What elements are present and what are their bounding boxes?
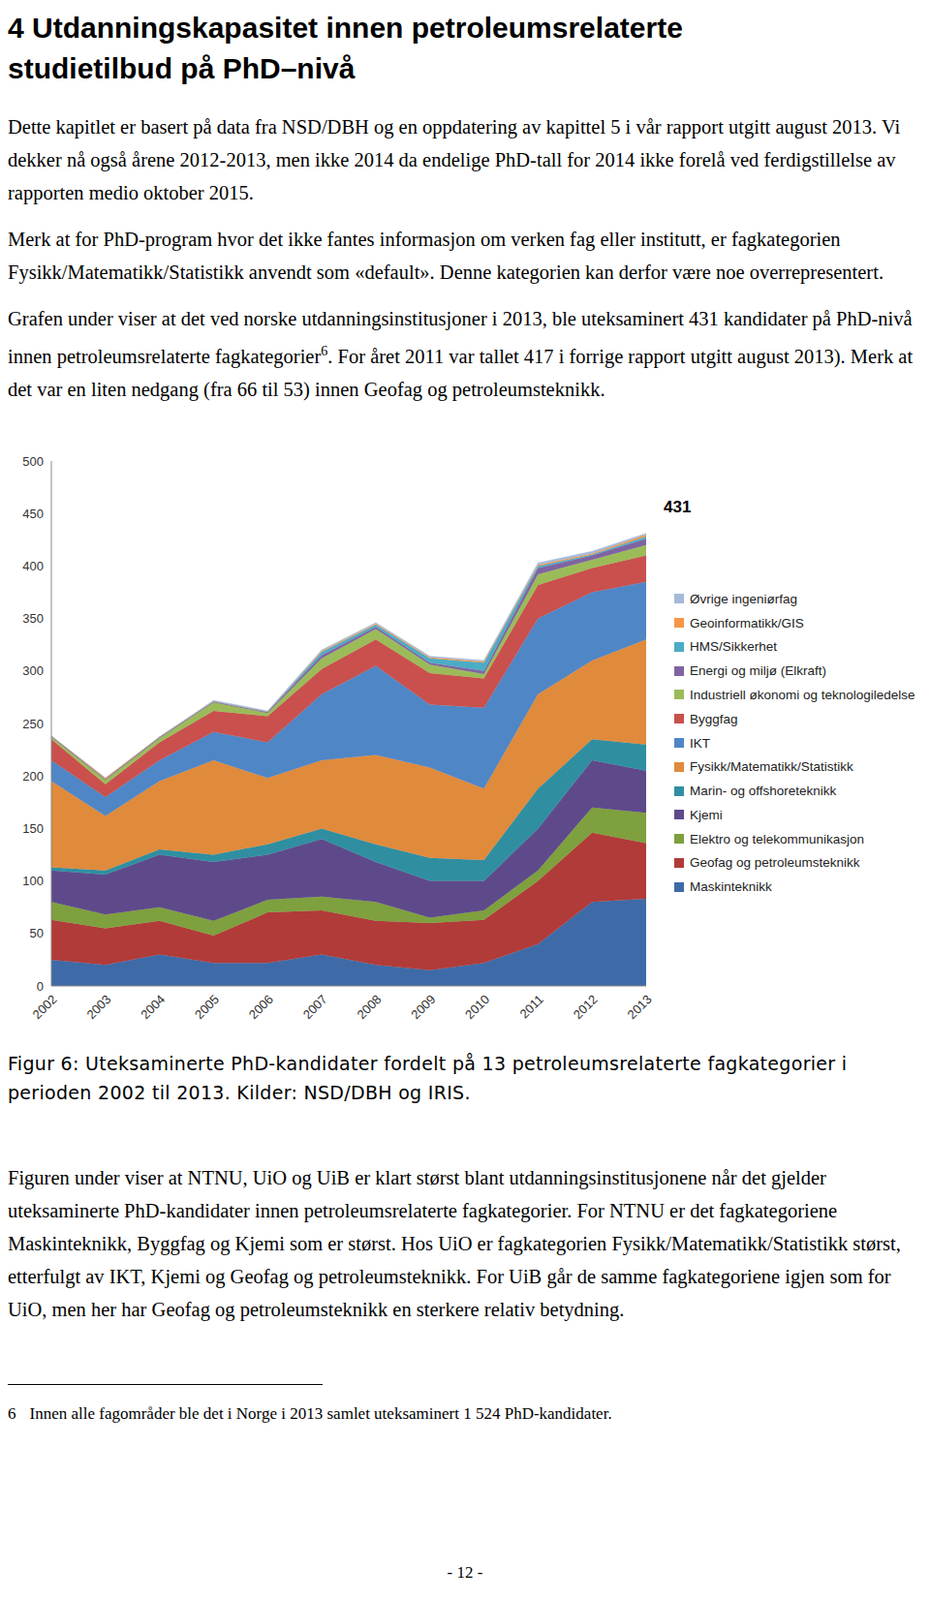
html-text:Innen alle fagområder ble det: Innen alle fagområder ble det i Norge i … xyxy=(29,1404,612,1423)
html-text:Kjemi: Kjemi xyxy=(689,807,723,823)
html-text:Grafen under viser at det ved: Grafen under viser at det ved norske utd… xyxy=(7,308,913,400)
svg-text:2007: 2007 xyxy=(300,992,331,1023)
html-text:IKT: IKT xyxy=(689,735,711,751)
html-text:Geoinformatikk/GIS: Geoinformatikk/GIS xyxy=(689,615,804,631)
html-text:Fysikk/Matematikk/Statistikk: Fysikk/Matematikk/Statistikk xyxy=(689,759,854,775)
html-text:Energi og miljø (Elkraft): Energi og miljø (Elkraft) xyxy=(689,663,827,679)
html-text:Merk at for PhD-program hvor d: Merk at for PhD-program hvor det ikke fa… xyxy=(7,228,884,283)
html-text:Øvrige ingeniørfag: Øvrige ingeniørfag xyxy=(689,591,798,607)
svg-text:350: 350 xyxy=(22,611,44,626)
svg-text:0: 0 xyxy=(36,978,44,993)
html-text:Industriell økonomi og teknolo: Industriell økonomi og teknologiledelse xyxy=(689,687,916,703)
svg-text:2003: 2003 xyxy=(83,992,114,1023)
html-text:6: 6 xyxy=(7,1404,16,1423)
svg-text:431: 431 xyxy=(663,497,691,517)
svg-text:450: 450 xyxy=(22,506,44,522)
html-text:Dette kapitlet er basert på da: Dette kapitlet er basert på data fra NSD… xyxy=(7,116,901,204)
svg-text:2008: 2008 xyxy=(353,992,384,1023)
html-text:- 12 -: - 12 - xyxy=(447,1563,483,1582)
svg-text:2012: 2012 xyxy=(570,992,601,1023)
svg-text:250: 250 xyxy=(22,715,44,731)
html-text:4 Utdanningskapasitet innen pe: 4 Utdanningskapasitet innen petroleumsre… xyxy=(7,11,683,85)
html-text:Maskinteknikk: Maskinteknikk xyxy=(689,879,772,895)
svg-text:2002: 2002 xyxy=(30,992,61,1023)
svg-text:2011: 2011 xyxy=(517,992,547,1022)
svg-text:2004: 2004 xyxy=(137,992,168,1023)
html-text:Marin- og offshoreteknikk: Marin- og offshoreteknikk xyxy=(689,783,837,799)
html-text:Elektro og telekommunikasjon: Elektro og telekommunikasjon xyxy=(689,831,865,847)
html-text:Geofag og petroleumsteknikk: Geofag og petroleumsteknikk xyxy=(689,855,860,871)
svg-text:50: 50 xyxy=(30,926,44,941)
html-text:HMS/Sikkerhet: HMS/Sikkerhet xyxy=(689,639,777,655)
svg-text:500: 500 xyxy=(22,453,44,468)
svg-text:400: 400 xyxy=(22,558,44,574)
svg-text:2006: 2006 xyxy=(246,992,277,1023)
svg-text:300: 300 xyxy=(22,663,44,679)
html-text:Figuren under viser at NTNU, U: Figuren under viser at NTNU, UiO og UiB … xyxy=(7,1167,901,1321)
svg-text:2009: 2009 xyxy=(407,992,438,1023)
html-text:Figur 6: Uteksaminerte PhD-kan: Figur 6: Uteksaminerte PhD-kandidater fo… xyxy=(7,1052,848,1104)
svg-text:150: 150 xyxy=(22,821,44,837)
svg-text:2010: 2010 xyxy=(462,992,493,1023)
svg-text:200: 200 xyxy=(22,769,44,784)
svg-text:2013: 2013 xyxy=(624,992,655,1023)
html-text:Byggfag: Byggfag xyxy=(689,711,738,727)
svg-text:100: 100 xyxy=(22,873,44,889)
svg-text:2005: 2005 xyxy=(191,992,222,1023)
